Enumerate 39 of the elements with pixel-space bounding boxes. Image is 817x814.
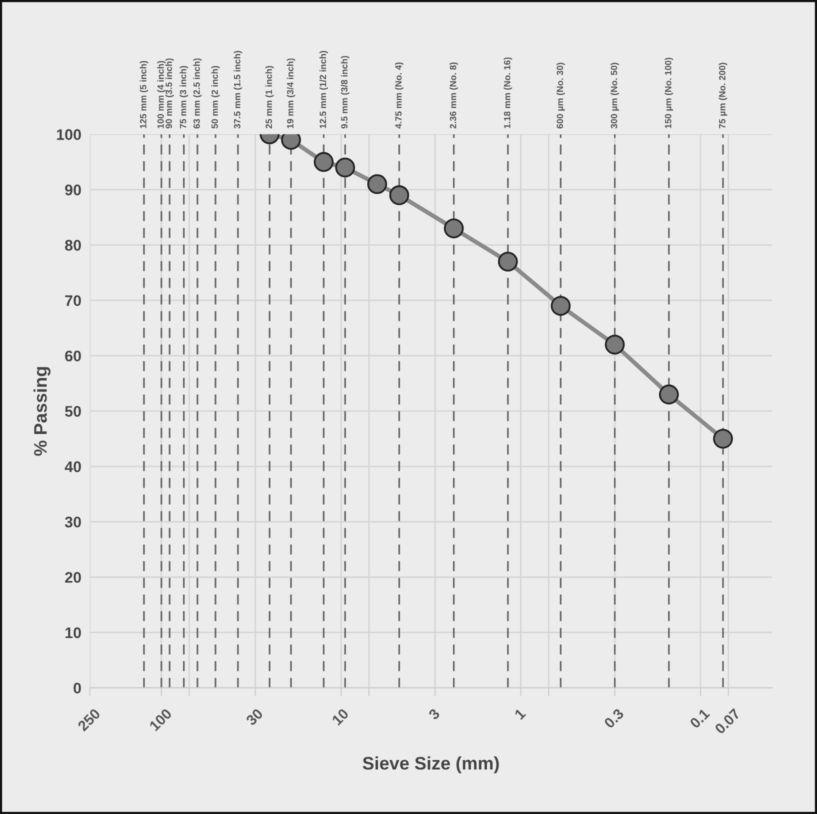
ref-line-label: 37.5 mm (1.5 inch): [234, 50, 242, 129]
ref-line-label: 63 mm (2.5 inch): [193, 58, 202, 128]
y-tick-label: 40: [64, 461, 81, 472]
ref-line-label: 100 mm (4 inch): [157, 60, 166, 128]
y-tick-label: 0: [74, 682, 81, 694]
x-tick-label: 250: [77, 708, 101, 732]
ref-line-label: 25 mm (1 inch): [265, 66, 274, 128]
x-tick-label: 30: [245, 708, 264, 726]
ref-line-label: 4.75 mm (No. 4): [395, 62, 404, 129]
x-tick-label: 10: [331, 708, 350, 726]
ref-line-label: 50 mm (2 inch): [211, 66, 220, 128]
ref-line-label: 125 mm (5 inch): [140, 60, 148, 128]
ref-line-label: 600 µm (No. 30): [556, 62, 565, 128]
x-tick-label: 3: [428, 708, 440, 720]
ref-line-label: 75 µm (No. 200): [718, 62, 728, 128]
y-tick-label: 100: [57, 129, 81, 140]
y-tick-label: 60: [65, 350, 81, 362]
ref-line-label: 19 mm (3/4 inch): [286, 58, 296, 128]
ref-line-label: 9.5 mm (3/8 inch): [340, 56, 350, 128]
ref-line-label: 300 µm (No. 50): [610, 62, 620, 129]
y-tick-label: 10: [66, 627, 81, 638]
y-tick-label: 90: [65, 184, 81, 196]
y-tick-label: 30: [64, 516, 81, 528]
x-tick-label: 0.3: [604, 708, 624, 729]
ref-line-label: 75 mm (3 inch): [180, 66, 188, 128]
x-tick-label: 100: [148, 708, 172, 732]
ref-line-label: 12.5 mm (1/2 inch): [319, 50, 328, 128]
ref-line-label: 90 mm (3.5 inch): [165, 58, 174, 128]
y-tick-label: 70: [65, 295, 81, 306]
x-tick-label: 1: [514, 708, 526, 720]
x-tick-label: 0.1: [689, 708, 710, 729]
ref-line-label: 1.18 mm (No. 16): [504, 57, 512, 128]
ref-line-label: 2.36 mm (No. 8): [450, 62, 458, 128]
y-tick-label: 20: [65, 572, 81, 583]
y-axis-title: % Passing: [34, 367, 50, 456]
x-axis-title: Sieve Size (mm): [362, 756, 499, 774]
y-tick-label: 80: [65, 240, 81, 251]
ref-line-label: 150 µm (No. 100): [664, 58, 674, 128]
y-tick-label: 50: [65, 406, 81, 417]
